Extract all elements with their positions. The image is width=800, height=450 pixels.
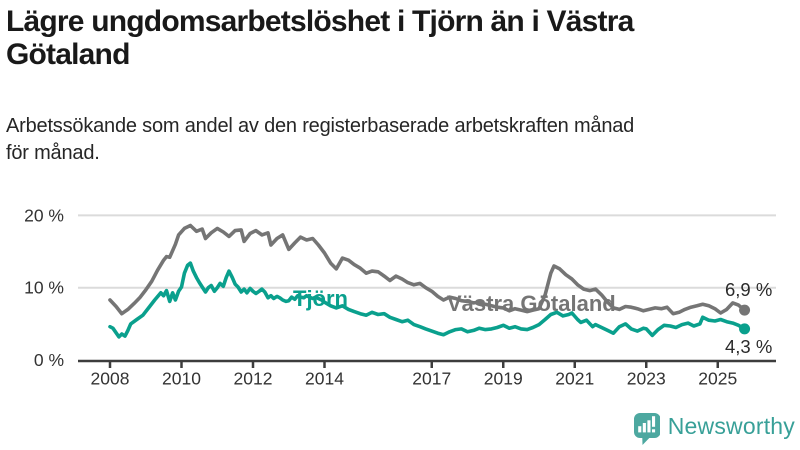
subtitle-line-1: Arbetssökande som andel av den registerb… bbox=[6, 115, 635, 137]
x-tick-label-2014: 2014 bbox=[305, 369, 344, 389]
title-line-1: Lägre ungdomsarbetslöshet i Tjörn än i V… bbox=[6, 5, 634, 38]
series-end-dot-tjorn bbox=[739, 323, 751, 335]
series-label-vastra-gotaland: Västra Götaland bbox=[447, 291, 616, 316]
page-title: Lägre ungdomsarbetslöshet i Tjörn än i V… bbox=[6, 5, 798, 71]
title-line-2: Götaland bbox=[6, 38, 130, 71]
newsworthy-branding: Newsworthy bbox=[620, 407, 795, 445]
x-tick-label-2019: 2019 bbox=[484, 369, 523, 389]
x-tick-label-2010: 2010 bbox=[162, 369, 201, 389]
series-label-tjorn: Tjörn bbox=[293, 286, 348, 311]
x-tick-label-2023: 2023 bbox=[627, 369, 666, 389]
bar-chart-speech-bubble-icon bbox=[633, 413, 660, 445]
x-tick-label-2025: 2025 bbox=[698, 369, 737, 389]
subtitle-line-2: för månad. bbox=[6, 142, 100, 164]
series-end-value-vastra-gotaland: 6,9 % bbox=[725, 279, 772, 300]
x-tick-label-2008: 2008 bbox=[91, 369, 130, 389]
y-tick-label-10: 10 % bbox=[24, 278, 64, 298]
series-line-vastra-gotaland bbox=[108, 223, 747, 316]
unemployment-line-chart: 2008 2010 2012 2014 2017 2019 2021 2023 2025 0 % 1… bbox=[24, 205, 776, 389]
y-tick-label-0: 0 % bbox=[34, 350, 64, 370]
chart-subtitle: Arbetssökande som andel av den registerb… bbox=[6, 113, 798, 167]
brand-name: Newsworthy bbox=[667, 412, 795, 439]
series-line-tjorn bbox=[108, 261, 747, 339]
series-end-dot-vastra-gotaland bbox=[739, 304, 751, 316]
x-tick-label-2012: 2012 bbox=[234, 369, 273, 389]
series-end-value-tjorn: 4,3 % bbox=[725, 336, 772, 357]
y-tick-label-20: 20 % bbox=[24, 205, 64, 225]
x-tick-label-2021: 2021 bbox=[555, 369, 594, 389]
x-tick-label-2017: 2017 bbox=[412, 369, 451, 389]
